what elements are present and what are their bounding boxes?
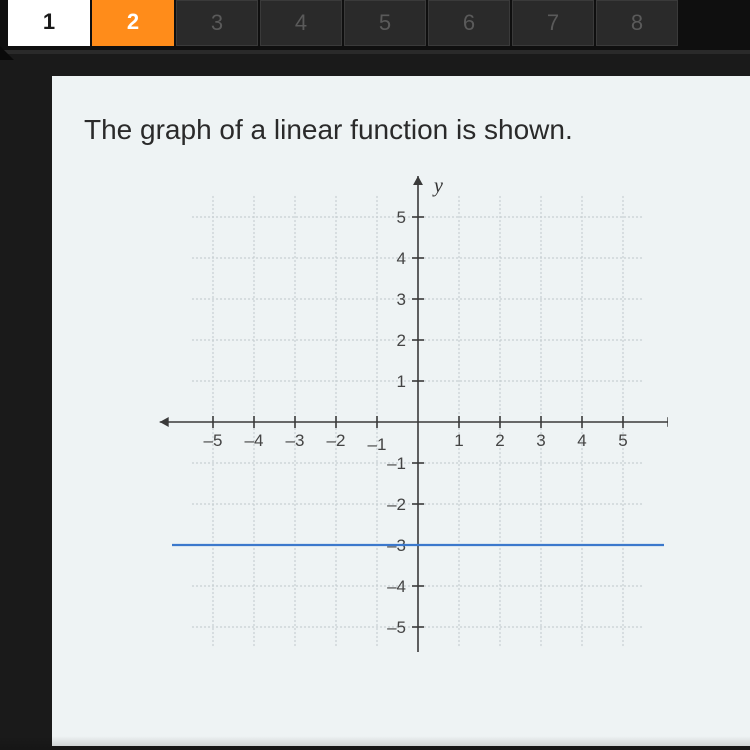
tab-question-1[interactable]: 1: [8, 0, 90, 46]
y-tick-label: 1: [397, 372, 406, 391]
y-tick-label: –5: [387, 618, 406, 637]
x-tick-label: –3: [286, 431, 305, 450]
corner-decoration: [0, 46, 14, 60]
y-tick-label: 5: [397, 208, 406, 227]
x-tick-label: –2: [327, 431, 346, 450]
question-tabs: 12345678: [0, 0, 750, 50]
coordinate-plane: –5–4–3–2–112345–5–4–3–2–112345yx: [138, 172, 668, 652]
y-axis-label: y: [432, 175, 443, 197]
y-tick-label: –2: [387, 495, 406, 514]
x-tick-label: 4: [577, 431, 586, 450]
tab-question-7[interactable]: 7: [512, 0, 594, 46]
y-tick-label: –4: [387, 577, 406, 596]
content-area: The graph of a linear function is shown.…: [0, 54, 750, 746]
y-tick-label: 3: [397, 290, 406, 309]
linear-function-graph: –5–4–3–2–112345–5–4–3–2–112345yx: [138, 172, 668, 652]
tab-question-2[interactable]: 2: [92, 0, 174, 46]
tab-question-6[interactable]: 6: [428, 0, 510, 46]
y-tick-label: 2: [397, 331, 406, 350]
x-arrow-right: [667, 417, 668, 427]
x-tick-label: 5: [618, 431, 627, 450]
tab-question-8[interactable]: 8: [596, 0, 678, 46]
x-tick-label: –5: [204, 431, 223, 450]
y-tick-label: 4: [397, 249, 406, 268]
question-text: The graph of a linear function is shown.: [84, 114, 722, 146]
x-arrow-left: [160, 417, 169, 427]
question-panel: The graph of a linear function is shown.…: [52, 76, 750, 746]
x-tick-label: 2: [495, 431, 504, 450]
x-tick-label: 1: [454, 431, 463, 450]
y-arrow-up: [413, 176, 423, 185]
tab-question-5[interactable]: 5: [344, 0, 426, 46]
x-tick-label: 3: [536, 431, 545, 450]
tab-question-3[interactable]: 3: [176, 0, 258, 46]
x-tick-label: –4: [245, 431, 264, 450]
y-tick-label: –1: [387, 454, 406, 473]
tab-question-4[interactable]: 4: [260, 0, 342, 46]
x-tick-label: –1: [368, 435, 387, 454]
